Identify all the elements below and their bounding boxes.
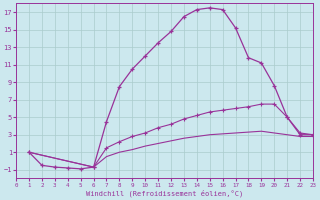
- X-axis label: Windchill (Refroidissement éolien,°C): Windchill (Refroidissement éolien,°C): [86, 189, 243, 197]
